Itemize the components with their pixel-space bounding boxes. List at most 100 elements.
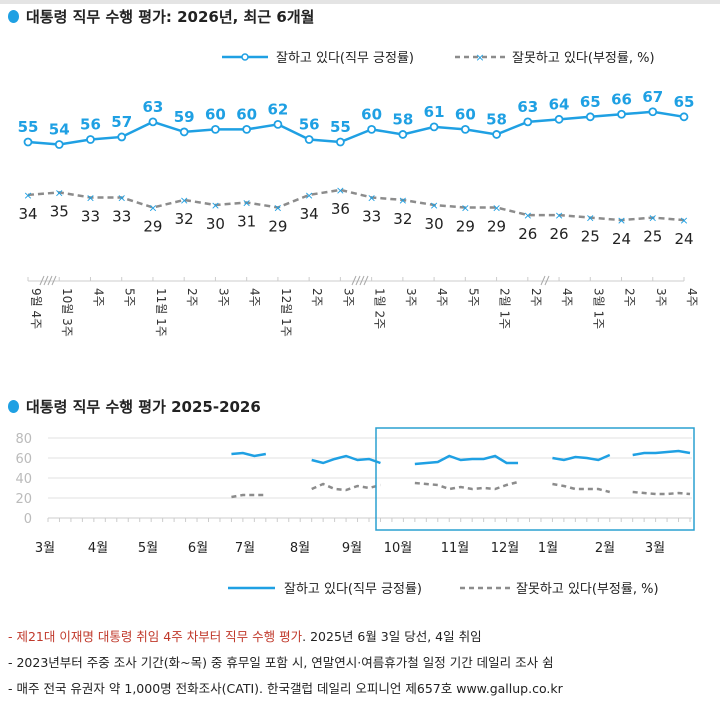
y-tick-label: 20 (15, 492, 32, 507)
positive-data-label: 60 (455, 105, 476, 123)
negative-data-label: 31 (237, 212, 256, 230)
positive-data-label: 67 (642, 88, 663, 106)
positive-point (367, 124, 377, 134)
negative-data-label: 35 (50, 202, 69, 220)
negative-point: × (679, 214, 688, 227)
axis-break-mark (51, 275, 57, 286)
negative-point: × (117, 191, 126, 204)
positive-data-label: 54 (49, 121, 70, 139)
axis-break-mark (47, 275, 53, 286)
negative-point: × (586, 212, 595, 225)
bullet-icon (8, 400, 19, 413)
negative-data-label: 24 (674, 230, 693, 248)
x-tick-label: 1월 2주 (373, 288, 387, 329)
negative-series-segment (414, 480, 519, 491)
footnote-3: - 매주 전국 유권자 약 1,000명 전화조사(CATI). 한국갤럽 데일… (8, 681, 563, 696)
x-tick-label: 5주 (466, 288, 480, 307)
positive-data-label: 61 (424, 103, 445, 121)
negative-data-label: 30 (425, 215, 444, 233)
positive-data-label: 58 (392, 110, 413, 128)
y-tick-label: 40 (15, 472, 32, 487)
month-label: 11월 (441, 541, 470, 556)
negative-point: × (211, 199, 220, 212)
x-tick-label: 5주 (123, 288, 137, 307)
positive-point (523, 117, 533, 127)
x-tick-label: 4주 (91, 288, 105, 307)
negative-data-label: 24 (612, 230, 631, 248)
negative-data-label: 26 (518, 225, 537, 243)
footnote-1: - 제21대 이재명 대통령 취임 4주 차부터 직무 수행 평가. 2025년… (8, 626, 482, 645)
negative-data-label: 29 (143, 218, 162, 236)
highlight-box (375, 427, 695, 531)
x-tick-label: 10월 3주 (60, 288, 74, 337)
negative-point: × (492, 202, 501, 215)
positive-point (148, 117, 158, 127)
positive-point (648, 107, 658, 117)
negative-point: × (55, 186, 64, 199)
positive-point (179, 127, 189, 137)
positive-data-label: 56 (80, 115, 101, 133)
month-label: 2월 (595, 541, 615, 556)
positive-data-label: 56 (299, 115, 320, 133)
positive-data-label: 57 (111, 113, 132, 131)
positive-data-label: 55 (18, 118, 39, 136)
negative-series-line (27, 188, 685, 222)
charts-svg: 잘하고 있다(직무 긍정률) × 잘못하고 있다(부정률, %) 55 54 56 57 63… (15, 51, 699, 597)
positive-data-label: 63 (517, 98, 538, 116)
positive-point (86, 135, 95, 144)
positive-series-line (27, 110, 685, 146)
x-tick-label: 9월 4주 (29, 288, 43, 329)
positive-data-label: 59 (174, 108, 195, 126)
month-label: 9월 (342, 541, 362, 556)
y-tick-label: 80 (15, 432, 32, 447)
legend-negative-label: 잘못하고 있다(부정률, %) (516, 582, 659, 597)
positive-point (429, 122, 439, 132)
month-label: 6월 (188, 541, 208, 556)
month-label: 7월 (235, 541, 255, 556)
positive-point (23, 137, 33, 147)
axis-break-mark (363, 275, 369, 286)
positive-data-label: 55 (330, 118, 351, 136)
positive-data-label: 58 (486, 110, 507, 128)
negative-point: × (180, 194, 189, 207)
negative-series-segment (231, 493, 266, 499)
x-tick-label: 3주 (404, 288, 418, 307)
axis-break-mark (544, 275, 550, 286)
positive-series-segment (632, 449, 691, 457)
negative-data-label: 36 (331, 200, 350, 218)
positive-point (679, 112, 689, 122)
negative-data-label: 29 (268, 218, 287, 236)
negative-point: × (554, 209, 563, 222)
month-label: 3월 (645, 541, 665, 556)
negative-point: × (273, 202, 282, 215)
negative-point: × (398, 194, 407, 207)
negative-point: × (523, 209, 532, 222)
axis-break-mark (359, 275, 365, 286)
month-label: 1월 (538, 541, 558, 556)
y-tick-label: 0 (24, 512, 32, 527)
footnote-text: . 2025년 6월 3일 당선, 4일 취임 (302, 629, 482, 644)
negative-point: × (429, 199, 438, 212)
positive-point (54, 140, 64, 149)
chart-title-text: 대통령 직무 수행 평가: 2026년, 최근 6개월 (26, 8, 315, 26)
legend-negative-marker: × (475, 51, 484, 64)
positive-data-label: 63 (143, 98, 164, 116)
x-tick-label: 4주 (248, 288, 262, 307)
top-divider (0, 0, 720, 4)
x-tick-label: 3주 (341, 288, 355, 307)
x-tick-label: 2주 (310, 288, 324, 307)
negative-data-label: 34 (300, 205, 319, 223)
positive-point (335, 137, 345, 147)
legend-negative-label: 잘못하고 있다(부정률, %) (512, 51, 655, 66)
month-label: 8월 (290, 541, 310, 556)
negative-series-segment (632, 490, 691, 496)
positive-data-label: 65 (580, 93, 601, 111)
negative-point: × (336, 184, 345, 197)
negative-data-label: 32 (175, 210, 194, 228)
x-tick-label: 4주 (685, 288, 699, 307)
negative-point: × (86, 191, 95, 204)
x-tick-label: 2주 (623, 288, 637, 307)
negative-data-label: 25 (643, 228, 662, 246)
month-label: 12월 (491, 541, 520, 556)
axis-break-mark (39, 275, 45, 286)
